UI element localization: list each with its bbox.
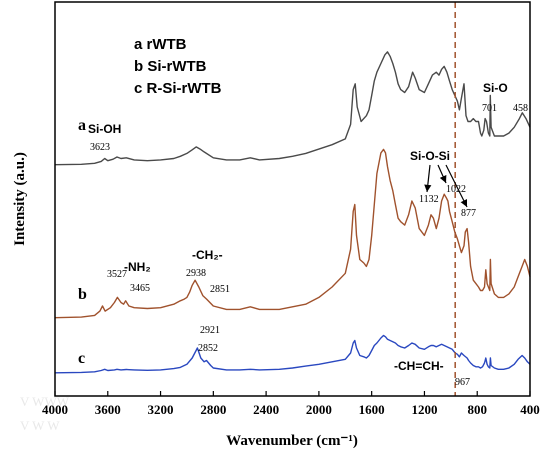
legend-entry-a: a rWTB	[134, 36, 187, 53]
x-tick-label-1600: 1600	[359, 402, 385, 417]
annotation-arrow-1132	[424, 164, 432, 193]
series-line-b	[54, 148, 531, 319]
x-tick-label-2400: 2400	[253, 402, 279, 417]
x-tick-label-2000: 2000	[306, 402, 332, 417]
x-tick-label-3600: 3600	[95, 402, 121, 417]
y-axis-title: Intensity (a.u.)	[12, 152, 28, 246]
x-tick-label-3200: 3200	[148, 402, 174, 417]
annotation-peak-967: 967	[455, 377, 470, 388]
annotation-peak-3623: 3623	[90, 142, 110, 153]
annotation-arrow-1022	[437, 164, 447, 184]
legend: a rWTB b Si-rWTB c R-Si-rWTB	[134, 36, 222, 97]
ghost-mark: V WWW	[20, 394, 70, 409]
x-tick-label-800: 800	[467, 402, 487, 417]
annotation-si-o-si: Si-O-Si	[410, 149, 450, 163]
x-tick-label-2800: 2800	[200, 402, 226, 417]
annotation-arrow-877	[445, 164, 468, 208]
annotation-peak-2852: 2852	[198, 343, 218, 354]
x-axis-ticks: 4000 3600 3200 2800 2400 2000 1600 1200 800 400	[42, 391, 540, 417]
annotation-ch-ch: -CH=CH-	[394, 359, 444, 373]
x-tick-label-4000: 4000	[42, 402, 68, 417]
plot-frame	[54, 1, 531, 397]
legend-entry-c: c R-Si-rWTB	[134, 80, 222, 97]
x-axis-title: Wavenumber (cm⁻¹)	[226, 433, 358, 449]
annotation-arrows	[424, 164, 468, 208]
annotations: Si-OH 3623 Si-O 701 458 Si-O-Si 1132 102…	[88, 81, 528, 388]
annotation-si-o: Si-O	[483, 81, 508, 95]
annotation-peak-1132: 1132	[419, 194, 439, 205]
series-line-a	[54, 51, 531, 166]
annotation-ch2: -CH₂-	[192, 248, 223, 262]
x-tick-label-1200: 1200	[411, 402, 437, 417]
annotation-peak-1022: 1022	[446, 184, 466, 195]
annotation-si-oh: Si-OH	[88, 122, 121, 136]
curve-label-c: c	[78, 350, 85, 367]
annotation-nh2: -NH₂	[124, 260, 151, 274]
legend-entry-b: b Si-rWTB	[134, 58, 207, 75]
annotation-peak-3465: 3465	[130, 283, 150, 294]
spectra-curves	[54, 51, 531, 374]
curve-label-b: b	[78, 286, 87, 303]
x-tick-label-400: 400	[520, 402, 540, 417]
annotation-peak-2938: 2938	[186, 268, 206, 279]
annotation-peak-2921: 2921	[200, 325, 220, 336]
annotation-peak-3527: 3527	[107, 269, 127, 280]
background-ghost-marks: V WWW V W W	[20, 394, 70, 433]
annotation-peak-458: 458	[513, 103, 528, 114]
curve-label-a: a	[78, 117, 86, 134]
annotation-peak-2851: 2851	[210, 284, 230, 295]
series-line-c	[54, 334, 531, 374]
annotation-peak-701: 701	[482, 103, 497, 114]
annotation-peak-877: 877	[461, 208, 476, 219]
ghost-mark: V W W	[20, 418, 60, 433]
